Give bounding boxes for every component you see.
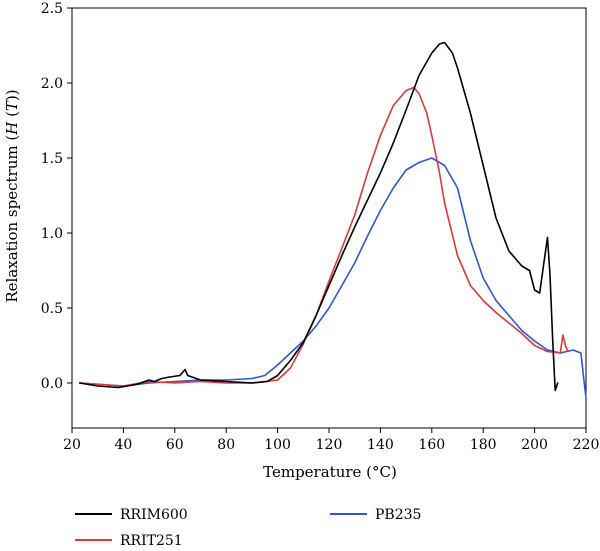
x-tick-label: 120 — [316, 437, 343, 453]
y-axis-title: Relaxation spectrum (H (T)) — [3, 89, 21, 302]
plot-frame — [71, 7, 587, 429]
y-tick-label: 0.5 — [41, 301, 63, 317]
y-tick-label: 0.0 — [41, 376, 63, 392]
x-tick-label: 180 — [470, 437, 497, 453]
legend: RRIM600 RRIT251 PB235 — [75, 507, 421, 549]
legend-label-pb235: PB235 — [375, 507, 421, 523]
x-tick-label: 60 — [166, 437, 184, 453]
x-tick-label: 20 — [63, 437, 81, 453]
series-layer — [78, 41, 587, 399]
x-tick-label: 80 — [217, 437, 235, 453]
plot-border — [71, 7, 587, 429]
legend-label-rrim600: RRIM600 — [120, 507, 188, 523]
legend-item-rrit251: RRIT251 — [75, 533, 183, 549]
ticks-layer: 20 40 60 80 100 120 140 160 180 200 220 0.0 0.5 1.0 1.… — [41, 1, 600, 453]
y-tick-label: 2.0 — [41, 76, 63, 92]
series-line-pb235 — [78, 157, 587, 399]
legend-label-rrit251: RRIT251 — [120, 533, 183, 546]
x-tick-label: 200 — [521, 437, 548, 453]
x-tick-label: 140 — [367, 437, 394, 453]
x-axis-title: Temperature (°C) — [263, 463, 397, 481]
x-tick-label: 40 — [114, 437, 132, 453]
y-tick-label: 1.0 — [41, 226, 63, 242]
x-tick-label: 160 — [418, 437, 445, 453]
legend-item-pb235: PB235 — [330, 507, 421, 523]
series-line-rrim600 — [78, 41, 559, 392]
y-tick-label: 1.5 — [41, 151, 63, 167]
y-tick-label: 2.5 — [41, 1, 63, 17]
series-line-rrit251 — [78, 86, 569, 387]
x-tick-label: 100 — [264, 437, 291, 453]
x-tick-label: 220 — [573, 437, 600, 453]
legend-item-rrim600: RRIM600 — [75, 507, 188, 523]
